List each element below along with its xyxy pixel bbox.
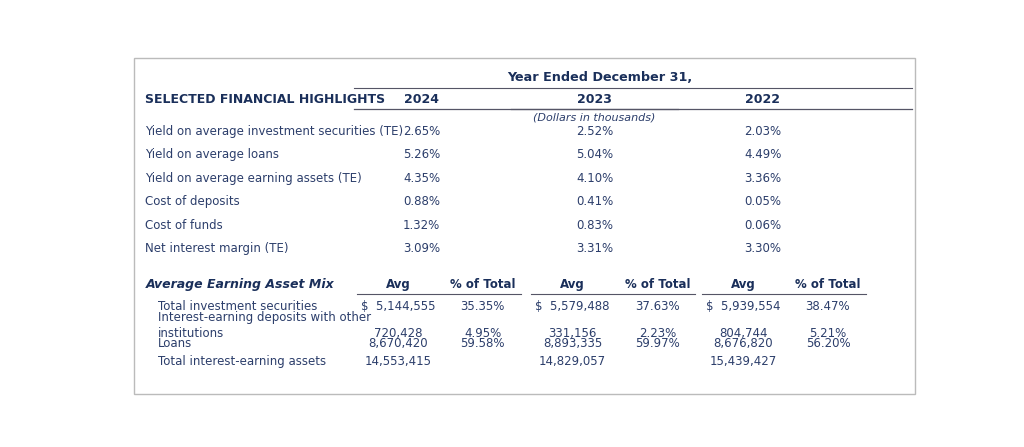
Text: 3.30%: 3.30% bbox=[744, 242, 781, 255]
Text: 8,676,820: 8,676,820 bbox=[714, 337, 773, 350]
Text: Total interest-earning assets: Total interest-earning assets bbox=[158, 355, 327, 368]
Text: % of Total: % of Total bbox=[796, 278, 861, 291]
Text: 3.09%: 3.09% bbox=[403, 242, 440, 255]
Text: 4.95%: 4.95% bbox=[464, 327, 502, 340]
Text: Net interest margin (TE): Net interest margin (TE) bbox=[145, 242, 289, 255]
Text: $  5,939,554: $ 5,939,554 bbox=[706, 300, 780, 313]
Text: % of Total: % of Total bbox=[450, 278, 515, 291]
Text: 2.65%: 2.65% bbox=[403, 125, 440, 138]
Text: 14,829,057: 14,829,057 bbox=[539, 355, 606, 368]
Text: 2024: 2024 bbox=[404, 93, 439, 105]
Text: 14,553,415: 14,553,415 bbox=[365, 355, 431, 368]
Text: 0.06%: 0.06% bbox=[744, 219, 781, 232]
Text: 35.35%: 35.35% bbox=[461, 300, 505, 313]
Text: 331,156: 331,156 bbox=[548, 327, 597, 340]
Text: 2023: 2023 bbox=[578, 93, 612, 105]
Text: 4.49%: 4.49% bbox=[744, 148, 781, 161]
Text: 5.26%: 5.26% bbox=[403, 148, 440, 161]
Text: 56.20%: 56.20% bbox=[806, 337, 850, 350]
Text: 5.21%: 5.21% bbox=[809, 327, 847, 340]
Text: Avg: Avg bbox=[385, 278, 411, 291]
Text: 59.97%: 59.97% bbox=[635, 337, 680, 350]
Text: Cost of funds: Cost of funds bbox=[145, 219, 223, 232]
Text: 2022: 2022 bbox=[745, 93, 780, 105]
Text: Yield on average earning assets (TE): Yield on average earning assets (TE) bbox=[145, 172, 362, 185]
Text: $  5,144,555: $ 5,144,555 bbox=[360, 300, 435, 313]
Text: 0.83%: 0.83% bbox=[577, 219, 613, 232]
Text: 8,670,420: 8,670,420 bbox=[368, 337, 428, 350]
Text: 37.63%: 37.63% bbox=[635, 300, 680, 313]
Text: 59.58%: 59.58% bbox=[461, 337, 505, 350]
Text: $  5,579,488: $ 5,579,488 bbox=[536, 300, 609, 313]
Text: 0.41%: 0.41% bbox=[577, 195, 613, 208]
Text: 4.10%: 4.10% bbox=[577, 172, 613, 185]
Text: Avg: Avg bbox=[560, 278, 585, 291]
Text: % of Total: % of Total bbox=[625, 278, 690, 291]
Text: 3.31%: 3.31% bbox=[577, 242, 613, 255]
Text: SELECTED FINANCIAL HIGHLIGHTS: SELECTED FINANCIAL HIGHLIGHTS bbox=[145, 93, 386, 105]
Text: Average Earning Asset Mix: Average Earning Asset Mix bbox=[145, 278, 334, 291]
Text: institutions: institutions bbox=[158, 327, 224, 340]
Text: Avg: Avg bbox=[731, 278, 756, 291]
Text: 3.36%: 3.36% bbox=[744, 172, 781, 185]
Text: Yield on average loans: Yield on average loans bbox=[145, 148, 280, 161]
Text: 2.03%: 2.03% bbox=[744, 125, 781, 138]
Text: 0.05%: 0.05% bbox=[744, 195, 781, 208]
Text: Cost of deposits: Cost of deposits bbox=[145, 195, 241, 208]
Text: Total investment securities: Total investment securities bbox=[158, 300, 317, 313]
Text: (Dollars in thousands): (Dollars in thousands) bbox=[534, 112, 655, 122]
Text: 38.47%: 38.47% bbox=[806, 300, 850, 313]
Text: 15,439,427: 15,439,427 bbox=[710, 355, 776, 368]
Text: 4.35%: 4.35% bbox=[403, 172, 440, 185]
Text: 1.32%: 1.32% bbox=[403, 219, 440, 232]
FancyBboxPatch shape bbox=[134, 58, 915, 394]
Text: 2.52%: 2.52% bbox=[577, 125, 613, 138]
Text: Year Ended December 31,: Year Ended December 31, bbox=[508, 71, 693, 84]
Text: Yield on average investment securities (TE): Yield on average investment securities (… bbox=[145, 125, 403, 138]
Text: 804,744: 804,744 bbox=[719, 327, 767, 340]
Text: Loans: Loans bbox=[158, 337, 193, 350]
Text: Interest-earning deposits with other: Interest-earning deposits with other bbox=[158, 311, 372, 324]
Text: 720,428: 720,428 bbox=[374, 327, 422, 340]
Text: 2.23%: 2.23% bbox=[639, 327, 676, 340]
Text: 5.04%: 5.04% bbox=[577, 148, 613, 161]
Text: 0.88%: 0.88% bbox=[403, 195, 440, 208]
Text: 8,893,335: 8,893,335 bbox=[543, 337, 602, 350]
